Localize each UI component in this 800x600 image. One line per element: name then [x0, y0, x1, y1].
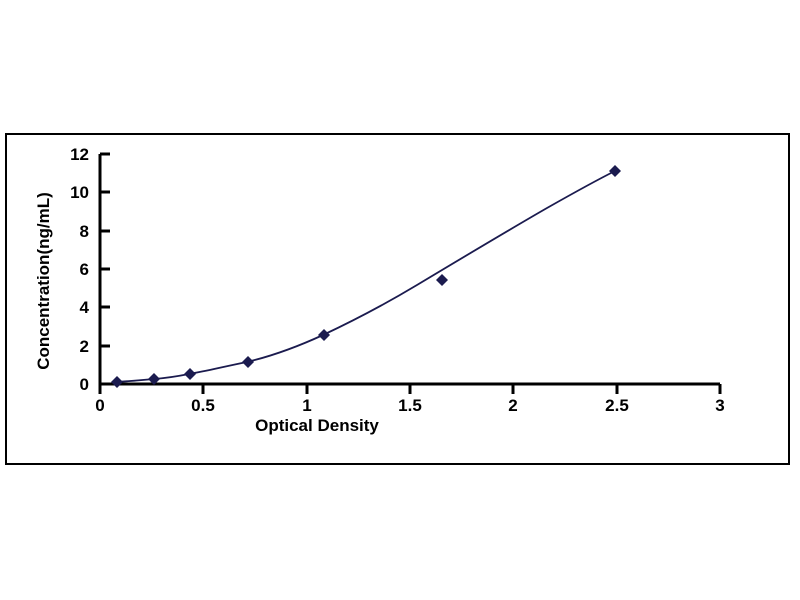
y-tick-label-10: 10	[70, 183, 89, 202]
y-axis-ticks	[100, 152, 110, 386]
x-axis-ticks	[98, 384, 722, 394]
y-tick-label-8: 8	[79, 222, 89, 241]
y-tick-label-12: 12	[70, 145, 89, 164]
x-tick-label-2: 2	[508, 396, 518, 415]
x-tick-label-0: 0	[95, 396, 105, 415]
chart-figure: 12 10 8 6 4 2 0 0 0.5 1 1.5 2 2.5 3 Conc…	[5, 133, 790, 465]
x-axis-title: Optical Density	[255, 416, 379, 435]
y-tick-label-2: 2	[79, 337, 89, 356]
x-tick-label-1: 1	[302, 396, 312, 415]
x-tick-label-1.5: 1.5	[398, 396, 422, 415]
chart-plot-area	[98, 152, 722, 394]
x-tick-label-2.5: 2.5	[605, 396, 629, 415]
x-tick-label-0.5: 0.5	[191, 396, 215, 415]
y-axis-title: Concentration(ng/mL)	[34, 192, 53, 370]
y-tick-label-4: 4	[79, 298, 89, 317]
y-tick-label-6: 6	[79, 260, 89, 279]
y-tick-label-0: 0	[79, 375, 89, 394]
x-tick-label-3: 3	[715, 396, 725, 415]
data-series-line	[116, 170, 616, 383]
data-series-markers	[111, 165, 621, 388]
